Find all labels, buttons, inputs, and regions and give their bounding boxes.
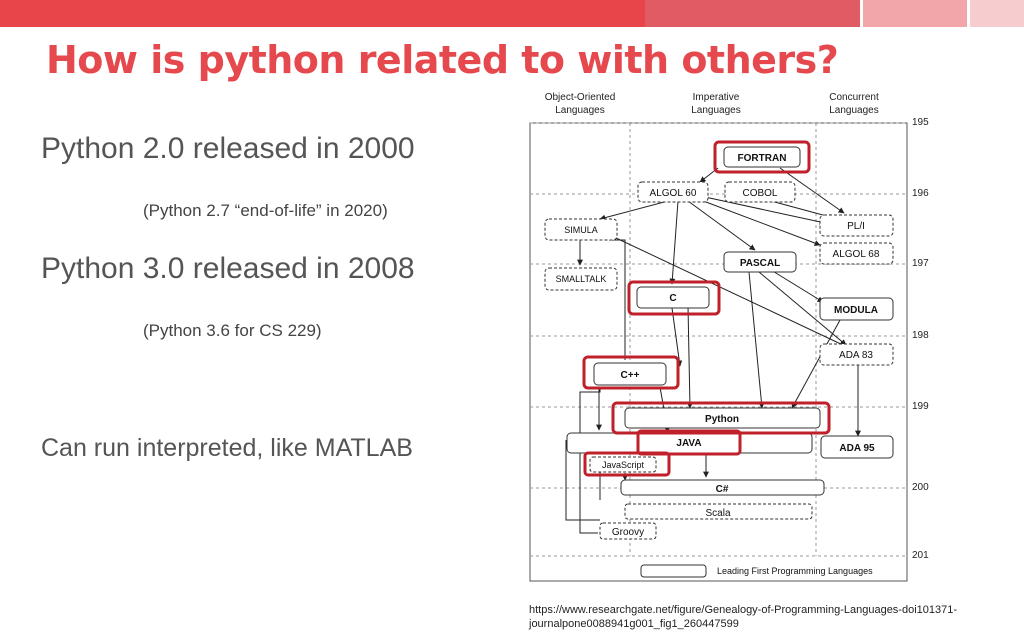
language-genealogy-diagram: Object-Oriented Languages Imperative Langu… bbox=[529, 92, 929, 582]
highlight-cpp bbox=[582, 355, 680, 390]
node-pascal: PASCAL bbox=[740, 258, 780, 269]
year-2010: 2010 bbox=[912, 550, 929, 561]
node-pli: PL/I bbox=[847, 221, 865, 232]
legend-label: Leading First Programming Languages bbox=[717, 566, 873, 576]
node-java: JAVA bbox=[676, 438, 701, 449]
node-groovy: Groovy bbox=[612, 527, 644, 538]
highlight-boxes bbox=[582, 140, 831, 477]
bullet-python2: Python 2.0 released in 2000 bbox=[41, 132, 415, 165]
node-javascript: JavaScript bbox=[602, 460, 645, 470]
year-1950: 1950 bbox=[912, 117, 929, 128]
node-c-box bbox=[636, 286, 710, 309]
diagram-nodes bbox=[544, 146, 894, 578]
bullet-python27: (Python 2.7 “end-of-life” in 2020) bbox=[143, 201, 388, 220]
node-python-box bbox=[624, 407, 821, 429]
citation-url[interactable]: https://www.researchgate.net/figure/Gene… bbox=[529, 604, 958, 630]
node-ada95: ADA 95 bbox=[839, 443, 875, 454]
node-csharp-box bbox=[620, 479, 825, 496]
highlight-c bbox=[627, 280, 721, 316]
node-ada95-box bbox=[820, 435, 894, 459]
node-algol60: ALGOL 60 bbox=[650, 188, 697, 199]
year-1960: 1960 bbox=[912, 188, 929, 199]
highlight-fortran bbox=[713, 140, 811, 174]
legend-swatch bbox=[640, 564, 707, 578]
node-groovy-box bbox=[599, 522, 657, 540]
node-fortran-box bbox=[723, 146, 801, 168]
node-algol68: ALGOL 68 bbox=[833, 249, 880, 260]
node-javascript-box bbox=[589, 456, 657, 473]
year-1980: 1980 bbox=[912, 330, 929, 341]
node-python: Python bbox=[705, 414, 739, 425]
year-2000: 2000 bbox=[912, 482, 929, 493]
bullet-python3: Python 3.0 released in 2008 bbox=[41, 252, 415, 285]
bullet-python36: (Python 3.6 for CS 229) bbox=[143, 321, 322, 340]
year-1970: 1970 bbox=[912, 258, 929, 269]
highlight-javascript bbox=[583, 451, 671, 477]
node-modula: MODULA bbox=[834, 305, 878, 316]
top-bar-segment-2 bbox=[863, 0, 967, 27]
column-header-imperative: Imperative Languages bbox=[691, 92, 741, 116]
node-cobol: COBOL bbox=[742, 188, 777, 199]
node-cobol-box bbox=[724, 181, 796, 203]
node-csharp: C# bbox=[716, 484, 729, 495]
node-smalltalk-box bbox=[544, 267, 618, 291]
node-modula-box bbox=[819, 297, 894, 321]
node-algol60-box bbox=[637, 181, 709, 203]
node-scala: Scala bbox=[705, 508, 730, 519]
node-pascal-box bbox=[723, 251, 797, 273]
column-header-concurrent: Concurrent Languages bbox=[829, 92, 879, 116]
node-simula-box bbox=[544, 218, 618, 241]
node-ada83: ADA 83 bbox=[839, 350, 873, 361]
slide-title: How is python related to with others? bbox=[46, 38, 839, 82]
node-simula: SIMULA bbox=[564, 225, 598, 235]
top-bar-segment-3 bbox=[970, 0, 1024, 27]
year-1990: 1990 bbox=[912, 401, 929, 412]
bullet-interpreted: Can run interpreted, like MATLAB bbox=[41, 434, 413, 462]
node-cpp: C++ bbox=[621, 370, 640, 381]
top-bar-main bbox=[0, 0, 645, 27]
node-smalltalk: SMALLTALK bbox=[556, 274, 607, 284]
node-c: C bbox=[669, 293, 676, 304]
node-algol68-box bbox=[819, 242, 894, 265]
node-fortran: FORTRAN bbox=[738, 153, 787, 164]
node-scala-box bbox=[624, 503, 813, 520]
top-bar-segment-1 bbox=[645, 0, 860, 27]
node-cpp-box bbox=[593, 362, 667, 386]
highlight-java bbox=[636, 429, 742, 456]
node-ada83-box bbox=[819, 343, 894, 366]
highlight-python bbox=[611, 401, 831, 435]
column-header-oo-1: Object-Oriented Languages bbox=[545, 92, 616, 116]
lineage-arrows bbox=[577, 167, 861, 481]
node-pli-box bbox=[819, 214, 894, 237]
